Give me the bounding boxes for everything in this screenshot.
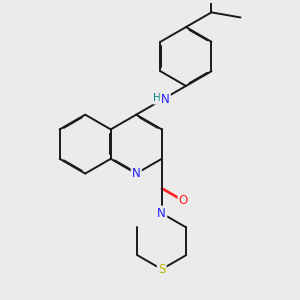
Text: H: H (153, 94, 161, 103)
Text: S: S (158, 263, 165, 276)
Text: N: N (157, 207, 166, 220)
Text: O: O (179, 194, 188, 207)
Text: N: N (132, 167, 141, 180)
Text: N: N (161, 93, 170, 106)
